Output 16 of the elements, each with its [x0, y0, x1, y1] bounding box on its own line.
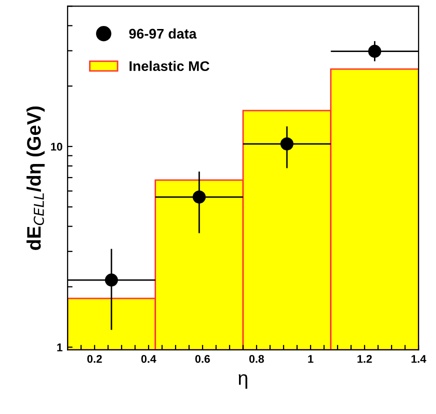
x-tick-label: 0.8 — [249, 354, 264, 363]
x-axis-title: η — [238, 374, 248, 389]
y-tick-label: 10 — [51, 142, 62, 151]
x-tick-label: 1 — [308, 355, 314, 363]
legend-label: Inelastic MC — [130, 60, 210, 72]
x-tick-label: 0.2 — [87, 354, 102, 363]
point — [368, 44, 382, 58]
point — [104, 274, 118, 287]
x-tick-label: 1.2 — [358, 354, 372, 363]
x-tick-label: 0.4 — [141, 354, 156, 363]
point — [280, 137, 294, 150]
x-tick-label: 1.4 — [412, 355, 426, 363]
point — [192, 190, 206, 204]
x-tick-label: 0.6 — [195, 354, 210, 363]
y-axis-title: dE$_{CELL}$/dη (GeV) — [26, 106, 45, 250]
legend-label: 96-97 data — [129, 28, 197, 39]
